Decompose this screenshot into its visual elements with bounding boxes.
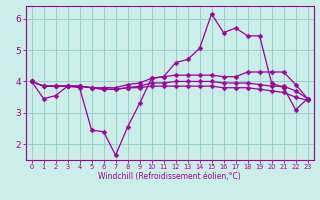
X-axis label: Windchill (Refroidissement éolien,°C): Windchill (Refroidissement éolien,°C): [98, 172, 241, 181]
